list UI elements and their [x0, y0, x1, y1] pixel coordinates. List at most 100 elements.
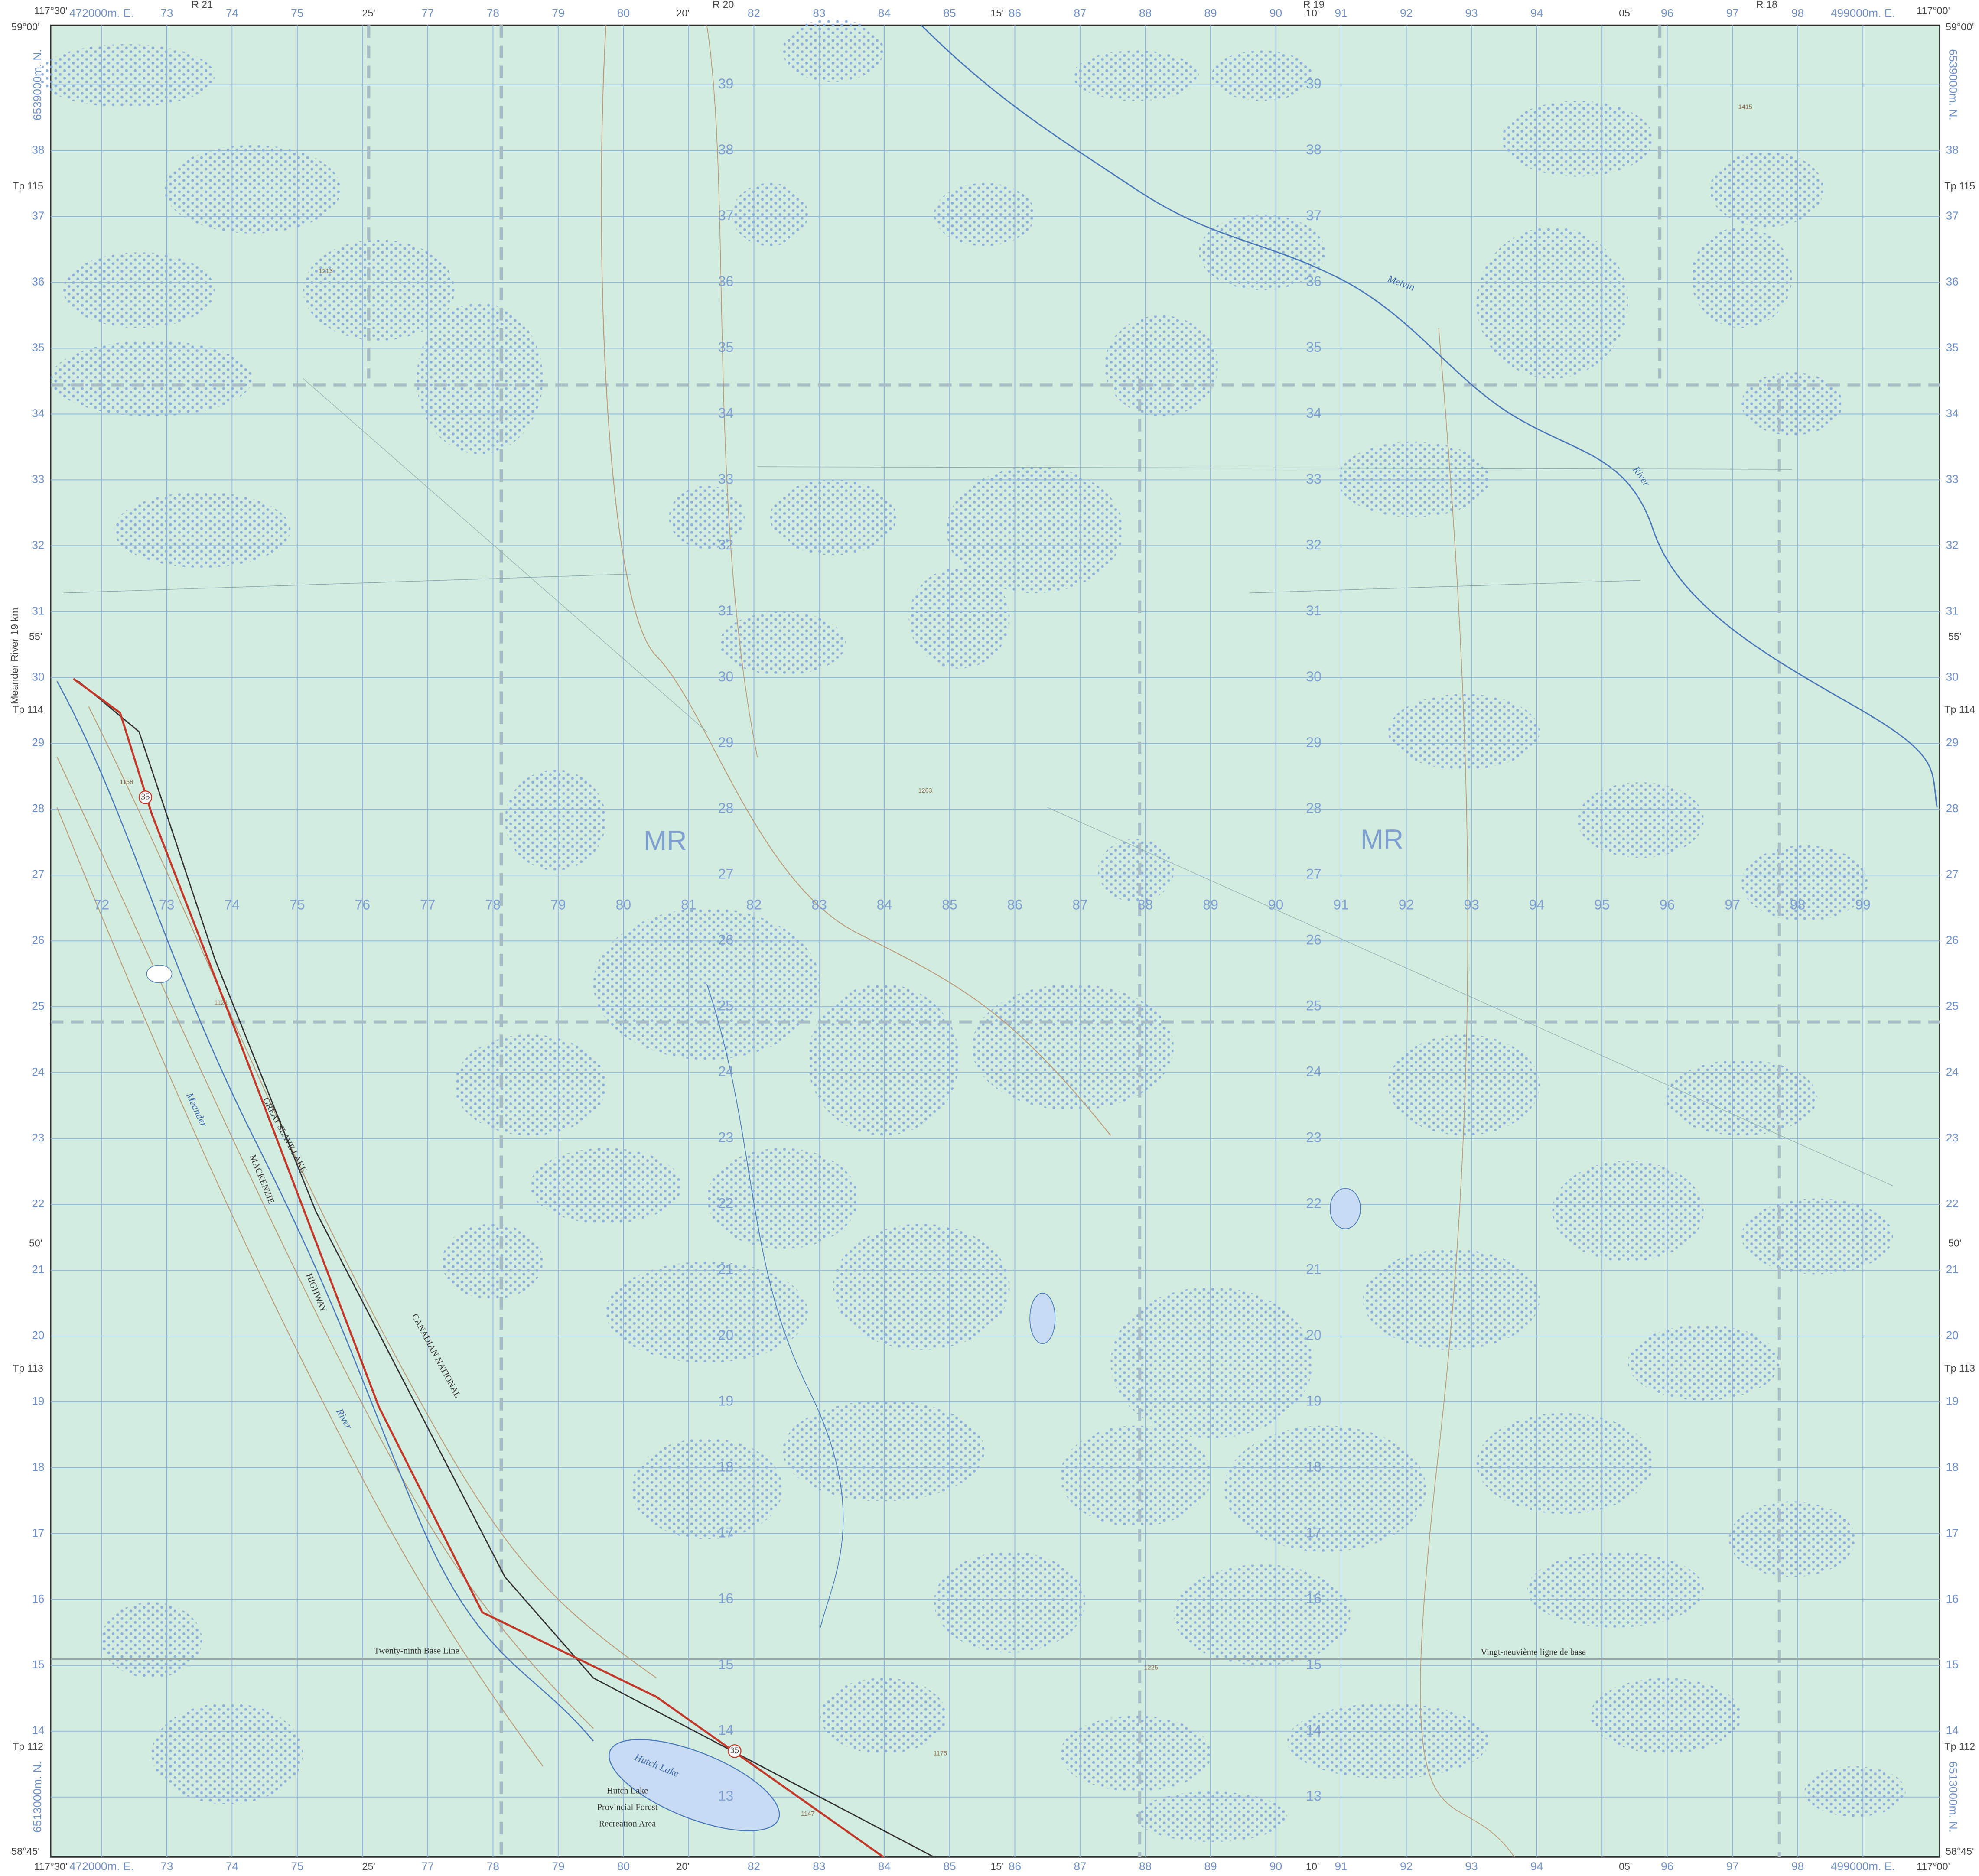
wetland-stipple — [947, 467, 1123, 593]
northing-label: 33 — [1946, 472, 1959, 485]
interior-northing: 15 — [718, 1656, 734, 1672]
wetland-stipple — [1363, 1249, 1540, 1350]
interior-northing: 27 — [1306, 866, 1322, 882]
interior-northing: 36 — [718, 273, 734, 289]
interior-northing: 36 — [1306, 273, 1322, 289]
reserve-label: MR — [1361, 824, 1404, 855]
easting-label: 85 — [943, 7, 956, 20]
interior-northing: 33 — [718, 471, 734, 487]
northing-label: 14 — [32, 1724, 44, 1737]
interior-northing: 21 — [1306, 1261, 1322, 1277]
wetland-stipple — [114, 492, 291, 568]
wetland-stipple — [1338, 441, 1489, 517]
interior-northing: 17 — [1306, 1525, 1322, 1540]
lake — [1029, 1293, 1056, 1344]
wetland-stipple — [505, 769, 606, 871]
wetland-stipple — [164, 145, 341, 234]
interior-northing: 28 — [718, 800, 734, 816]
easting-label: 84 — [878, 7, 891, 20]
easting-label: 73 — [160, 7, 173, 20]
wetland-stipple — [1501, 101, 1654, 177]
minute-label: 10' — [1306, 1861, 1319, 1872]
northing-label: 23 — [32, 1131, 44, 1144]
interior-northing: 29 — [1306, 735, 1322, 750]
interior-easting: 95 — [1594, 897, 1610, 913]
northing-label: 21 — [32, 1263, 44, 1276]
wetland-stipple — [669, 485, 745, 549]
corner-label: 117°30' — [34, 5, 68, 16]
wetland-stipple — [1666, 1060, 1817, 1136]
interior-northing: 13 — [1306, 1788, 1322, 1804]
interior-easting: 97 — [1725, 897, 1740, 913]
minute-label: 55' — [29, 631, 42, 642]
contour — [88, 706, 657, 1678]
interior-easting: 76 — [355, 897, 371, 913]
wetland-stipple — [51, 341, 253, 416]
easting-label: 80 — [617, 7, 630, 20]
easting-label: 92 — [1400, 7, 1413, 20]
seismic-line — [303, 378, 707, 732]
reserve-label: MR — [644, 825, 687, 856]
spot-elevation: 1175 — [934, 1750, 947, 1757]
wetland-stipple — [1577, 782, 1704, 858]
minute-label: 55' — [1948, 631, 1961, 642]
interior-easting: 85 — [942, 897, 957, 913]
northing-label: 37 — [32, 209, 44, 222]
interior-northing: 27 — [718, 866, 734, 882]
interior-northing: 22 — [718, 1196, 734, 1211]
seismic-line — [1047, 807, 1893, 1187]
easting-label: 97 — [1726, 1860, 1739, 1873]
seismic-line — [757, 466, 1792, 470]
interior-northing: 30 — [718, 669, 734, 684]
interior-easting: 99 — [1855, 897, 1871, 913]
base-line-label: Twenty-ninth Base Line — [374, 1646, 459, 1655]
interior-northing: 30 — [1306, 669, 1322, 684]
interior-northing: 24 — [718, 1064, 734, 1079]
easting-label: 78 — [487, 7, 499, 20]
northing-label: 6513000m. N. — [31, 1761, 44, 1833]
interior-northing: 32 — [718, 537, 734, 553]
interior-northing: 16 — [1306, 1590, 1322, 1606]
easting-label: 80 — [617, 1860, 630, 1873]
interior-northing: 32 — [1306, 537, 1322, 553]
wetland-stipple — [1073, 50, 1199, 101]
easting-label: 87 — [1074, 1860, 1086, 1873]
interior-northing: 14 — [1306, 1722, 1322, 1738]
wetland-stipple — [1110, 1287, 1313, 1438]
northing-label: 26 — [32, 933, 44, 946]
wetland-stipple — [38, 44, 215, 107]
easting-label: 98 — [1791, 7, 1804, 20]
minute-label: 50' — [1948, 1238, 1961, 1249]
northing-label: 35 — [1946, 341, 1959, 354]
interior-easting: 74 — [225, 897, 240, 913]
wetland-stipple — [303, 240, 455, 341]
wetland-stipple — [1691, 227, 1792, 328]
wetland-stipple — [1211, 50, 1313, 101]
interior-northing: 23 — [718, 1130, 734, 1145]
northing-label: 31 — [32, 604, 44, 617]
township-label: Tp 115 — [1944, 180, 1975, 192]
easting-label: 92 — [1400, 1860, 1413, 1873]
easting-label: 91 — [1335, 1860, 1347, 1873]
interior-northing: 16 — [718, 1590, 734, 1606]
spot-elevation: 1213 — [319, 268, 333, 275]
easting-label: 96 — [1661, 1860, 1673, 1873]
easting-label: 82 — [748, 1860, 760, 1873]
interior-easting: 82 — [746, 897, 762, 913]
easting-label: 90 — [1269, 7, 1282, 20]
range-label: R 20 — [713, 0, 734, 10]
interior-northing: 35 — [1306, 339, 1322, 355]
interior-northing: 26 — [718, 932, 734, 948]
wetland-stipple — [1104, 315, 1218, 416]
interior-easting: 83 — [811, 897, 827, 913]
interior-easting: 88 — [1138, 897, 1153, 913]
interior-northing: 38 — [1306, 142, 1322, 157]
easting-label: 87 — [1074, 7, 1086, 20]
wetland-stipple — [1224, 1425, 1426, 1552]
wetland-stipple — [782, 19, 884, 82]
interior-northing: 37 — [1306, 208, 1322, 223]
northing-label: 6539000m. N. — [31, 49, 44, 120]
interior-northing: 17 — [718, 1525, 734, 1540]
northing-label: 24 — [1946, 1065, 1959, 1078]
